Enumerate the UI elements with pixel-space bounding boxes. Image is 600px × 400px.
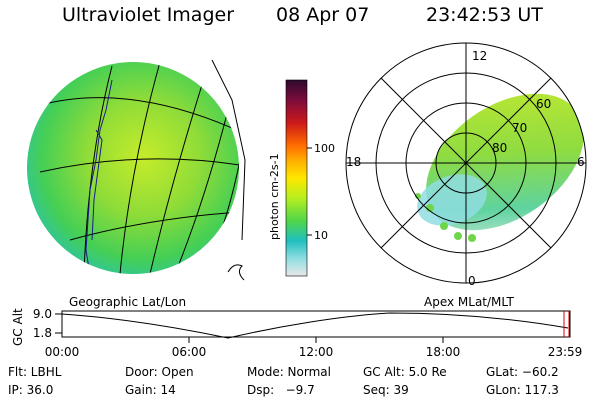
colorbar-scale — [285, 79, 308, 277]
colorbar-tick-label: 10 — [314, 229, 328, 242]
emission-patch — [440, 222, 448, 230]
info-door: Door: Open — [125, 365, 194, 379]
polar-plot: 12 18 6 0 60 70 80 — [345, 42, 587, 288]
mlt-label-midnight: 0 — [468, 274, 476, 288]
info-filter: Flt: LBHL — [8, 365, 62, 379]
mlt-label-noon: 12 — [472, 49, 487, 63]
x-tick-label: 23:59 — [547, 345, 583, 359]
emission-patch — [454, 232, 462, 240]
info-glon: GLon: 117.3 — [486, 383, 559, 397]
longitude-line — [149, 71, 207, 274]
longitude-line — [83, 65, 113, 274]
mlat-label-70: 70 — [512, 121, 527, 135]
latitude-line — [39, 158, 239, 173]
x-tick-label: 06:00 — [171, 345, 207, 359]
mlt-axis — [380, 77, 552, 249]
x-tick-label: 00:00 — [44, 345, 80, 359]
mlat-label-60: 60 — [536, 97, 551, 111]
x-tick-label: 12:00 — [298, 345, 334, 359]
x-tick-label: 18:00 — [425, 345, 461, 359]
y-axis-title: GC Alt — [11, 308, 25, 346]
longitude-line — [174, 109, 229, 274]
terminator-line — [211, 59, 246, 241]
auroral-oval-edge — [417, 174, 487, 226]
mlt-label-dawn: 6 — [577, 155, 585, 169]
info-mode: Mode: Normal — [247, 365, 331, 379]
coastline — [85, 79, 113, 274]
observation-time: 23:42:53 UT — [426, 4, 543, 26]
altitude-curve — [61, 312, 569, 339]
info-gc-alt: GC Alt: 5.0 Re — [363, 365, 447, 379]
colorbar: 100 10 photon cm-2s-1 — [268, 79, 335, 277]
mlt-label-dusk: 18 — [346, 155, 361, 169]
colorbar-label: photon cm-2s-1 — [268, 153, 281, 240]
colorbar-tick-label: 100 — [314, 142, 335, 155]
latitude-line — [29, 97, 233, 129]
info-gain: Gain: 14 — [125, 383, 176, 397]
y-tick-label: 9.0 — [33, 307, 52, 321]
y-tick-label: 1.8 — [33, 326, 52, 340]
info-ip: IP: 36.0 — [8, 383, 54, 397]
latitude-line — [69, 211, 239, 241]
coastline-fragment — [227, 264, 245, 281]
altitude-plot: 9.0 1.8 GC Alt — [11, 307, 571, 346]
geographic-image — [27, 59, 246, 281]
mlat-label-80: 80 — [492, 141, 507, 155]
altitude-plot-frame — [61, 310, 571, 338]
longitude-line — [119, 62, 161, 274]
info-seq: Seq: 39 — [363, 383, 409, 397]
right-panel-caption: Apex MLat/MLT — [424, 295, 514, 309]
observation-date: 08 Apr 07 — [276, 4, 370, 26]
info-dsp: Dsp: −9.7 — [247, 383, 315, 397]
instrument-title: Ultraviolet Imager — [62, 4, 235, 26]
left-panel-caption: Geographic Lat/Lon — [69, 295, 187, 309]
auroral-oval — [426, 93, 584, 231]
emission-patch — [468, 234, 476, 242]
info-glat: GLat: −60.2 — [486, 365, 559, 379]
earth-disk — [27, 62, 239, 274]
